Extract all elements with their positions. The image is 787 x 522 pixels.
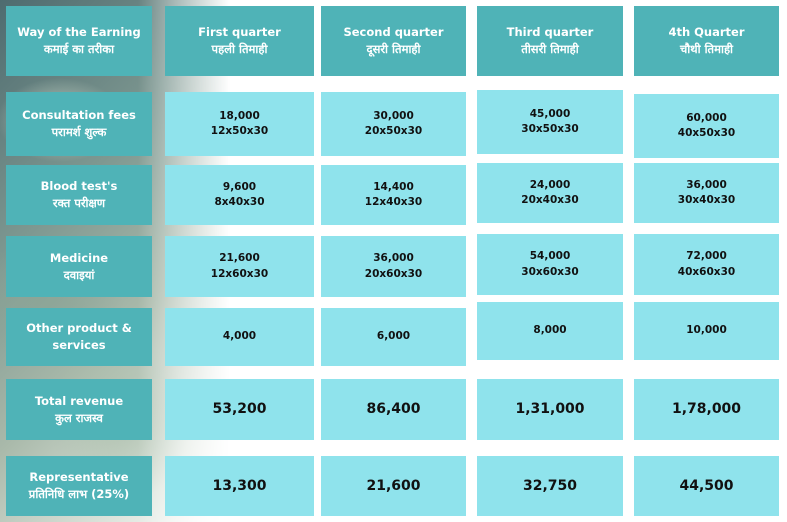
value-cell-line: 6,000 bbox=[376, 330, 411, 343]
value-cell-line: 9,600 bbox=[222, 180, 257, 193]
value-cell-line: 8,000 bbox=[533, 324, 567, 337]
row-label-line: प्रतिनिधि लाभ (25%) bbox=[28, 487, 130, 501]
value-cell: 18,000 12x50x30 bbox=[165, 92, 314, 156]
value-cell: 24,000 20x40x30 bbox=[477, 163, 623, 223]
row-label: Medicine दवाइयां bbox=[6, 236, 152, 297]
value-cell-line: 1,78,000 bbox=[671, 401, 742, 418]
value-cell: 86,400 bbox=[321, 379, 466, 440]
value-cell-line: 14,400 bbox=[373, 180, 414, 193]
row-label: Other product & services bbox=[6, 308, 152, 366]
value-cell-line: 72,000 bbox=[686, 250, 727, 263]
header-q3-line: Third quarter bbox=[506, 25, 594, 40]
value-cell-line: 30,000 bbox=[373, 109, 414, 122]
row-label-line: Consultation fees bbox=[22, 108, 136, 123]
header-q1: First quarter पहली तिमाही bbox=[165, 6, 314, 76]
value-cell: 36,000 30x40x30 bbox=[634, 163, 779, 223]
value-cell-line: 44,500 bbox=[679, 477, 734, 494]
value-cell-line: 10,000 bbox=[686, 324, 727, 337]
header-q3: Third quarter तीसरी तिमाही bbox=[477, 6, 623, 76]
value-cell-line: 40x50x30 bbox=[677, 127, 736, 139]
header-q4-line: चौथी तिमाही bbox=[679, 42, 734, 56]
value-cell: 45,000 30x50x30 bbox=[477, 90, 623, 154]
value-cell-line: 53,200 bbox=[212, 401, 267, 418]
value-cell: 10,000 bbox=[634, 302, 779, 360]
header-q2-line: Second quarter bbox=[343, 25, 444, 40]
value-cell: 1,78,000 bbox=[634, 379, 779, 440]
row-label-line: Medicine bbox=[49, 250, 109, 265]
value-cell-line: 36,000 bbox=[686, 178, 727, 191]
value-cell-line: 24,000 bbox=[529, 178, 571, 191]
row-label: Total revenue कुल राजस्व bbox=[6, 379, 152, 440]
value-cell-line: 20x60x30 bbox=[364, 267, 423, 280]
header-q4: 4th Quarter चौथी तिमाही bbox=[634, 6, 779, 76]
value-cell: 8,000 bbox=[477, 302, 623, 360]
value-cell-line: 18,000 bbox=[219, 109, 260, 122]
row-label: Consultation fees परामर्श शुल्क bbox=[6, 92, 152, 156]
row-label-line: Representative bbox=[29, 470, 129, 485]
value-cell-line: 8x40x30 bbox=[214, 196, 265, 208]
header-q1-line: पहली तिमाही bbox=[211, 42, 268, 56]
value-cell-line: 45,000 bbox=[529, 107, 571, 120]
value-cell: 9,600 8x40x30 bbox=[165, 165, 314, 225]
row-label: Blood test's रक्त परीक्षण bbox=[6, 165, 152, 225]
value-cell-line: 4,000 bbox=[222, 330, 257, 343]
row-label-line: Blood test's bbox=[40, 179, 118, 194]
value-cell-line: 30x40x30 bbox=[677, 194, 736, 206]
value-cell-line: 21,600 bbox=[366, 477, 421, 494]
header-q2: Second quarter दूसरी तिमाही bbox=[321, 6, 466, 76]
header-q4-line: 4th Quarter bbox=[668, 25, 745, 40]
value-cell: 44,500 bbox=[634, 456, 779, 516]
value-cell-line: 30x60x30 bbox=[521, 265, 579, 278]
header-way-line: Way of the Earning bbox=[17, 25, 141, 40]
value-cell: 21,600 12x60x30 bbox=[165, 236, 314, 297]
row-label-line: कुल राजस्व bbox=[55, 410, 103, 425]
value-cell: 72,000 40x60x30 bbox=[634, 234, 779, 295]
row-label-line: रक्त परीक्षण bbox=[52, 196, 106, 210]
value-cell-line: 21,600 bbox=[219, 252, 260, 265]
value-cell: 13,300 bbox=[165, 456, 314, 516]
header-q3-line: तीसरी तिमाही bbox=[521, 42, 579, 56]
header-way-line: कमाई का तरीका bbox=[43, 42, 115, 56]
value-cell: 32,750 bbox=[477, 456, 623, 516]
value-cell-line: 20x50x30 bbox=[364, 125, 423, 137]
value-cell: 14,400 12x40x30 bbox=[321, 165, 466, 225]
value-cell-line: 20x40x30 bbox=[521, 194, 579, 206]
value-cell-line: 36,000 bbox=[373, 252, 414, 265]
value-cell: 53,200 bbox=[165, 379, 314, 440]
value-cell-line: 40x60x30 bbox=[677, 265, 736, 278]
value-cell: 54,000 30x60x30 bbox=[477, 234, 623, 295]
value-cell-line: 54,000 bbox=[529, 250, 571, 263]
value-cell-line: 12x60x30 bbox=[210, 267, 269, 280]
header-q2-line: दूसरी तिमाही bbox=[366, 42, 421, 56]
header-q1-line: First quarter bbox=[198, 25, 281, 40]
row-label-line: Other product & bbox=[26, 321, 132, 336]
value-cell-line: 12x40x30 bbox=[364, 196, 423, 208]
row-label-line: services bbox=[52, 338, 106, 352]
row-label-line: दवाइयां bbox=[63, 267, 95, 282]
value-cell-line: 30x50x30 bbox=[521, 123, 579, 135]
value-cell-line: 13,300 bbox=[212, 477, 267, 494]
value-cell: 4,000 bbox=[165, 308, 314, 366]
value-cell: 6,000 bbox=[321, 308, 466, 366]
value-cell-line: 86,400 bbox=[366, 401, 421, 418]
value-cell: 30,000 20x50x30 bbox=[321, 92, 466, 156]
value-cell-line: 32,750 bbox=[522, 477, 578, 494]
row-label: Representative प्रतिनिधि लाभ (25%) bbox=[6, 456, 152, 516]
header-way: Way of the Earning कमाई का तरीका bbox=[6, 6, 152, 76]
value-cell: 1,31,000 bbox=[477, 379, 623, 440]
row-label-line: Total revenue bbox=[34, 393, 124, 408]
value-cell: 60,000 40x50x30 bbox=[634, 94, 779, 158]
value-cell-line: 12x50x30 bbox=[210, 125, 269, 137]
value-cell: 21,600 bbox=[321, 456, 466, 516]
value-cell-line: 60,000 bbox=[686, 111, 727, 124]
value-cell-line: 1,31,000 bbox=[515, 401, 585, 418]
row-label-line: परामर्श शुल्क bbox=[51, 125, 107, 139]
value-cell: 36,000 20x60x30 bbox=[321, 236, 466, 297]
